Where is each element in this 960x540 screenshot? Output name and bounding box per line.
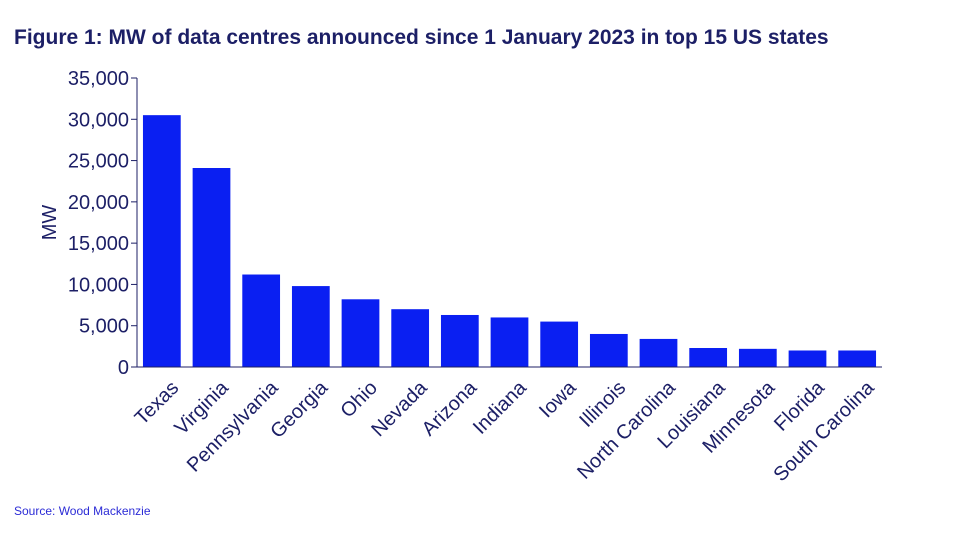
x-tick-label: Ohio xyxy=(337,377,382,422)
bar-louisiana xyxy=(689,348,728,367)
chart-title: Figure 1: MW of data centres announced s… xyxy=(14,26,829,49)
source-note: Source: Wood Mackenzie xyxy=(14,504,151,518)
bar-georgia xyxy=(291,286,330,367)
bars xyxy=(142,115,877,368)
x-tick-label: Arizona xyxy=(418,376,482,440)
bar-texas xyxy=(142,115,181,368)
bar-minnesota xyxy=(738,348,777,367)
bar-north-carolina xyxy=(639,338,678,367)
bar-nevada xyxy=(391,309,430,367)
y-tick-label: 10,000 xyxy=(68,274,129,296)
bar-iowa xyxy=(540,321,579,367)
axes xyxy=(136,78,882,368)
bar-arizona xyxy=(440,314,479,367)
y-axis-title: MW xyxy=(39,205,61,241)
y-tick-label: 15,000 xyxy=(68,233,129,255)
bar-florida xyxy=(788,350,827,367)
y-tick-label: 30,000 xyxy=(68,109,129,131)
y-tick-label: 20,000 xyxy=(68,192,129,214)
y-tick-label: 25,000 xyxy=(68,151,129,173)
bar-indiana xyxy=(490,317,529,367)
bar-illinois xyxy=(589,333,628,367)
x-tick-label: Nevada xyxy=(367,376,432,441)
x-tick-label: Iowa xyxy=(535,376,581,422)
bar-chart: 0 5,000 10,000 15,000 20,000 25,000 30,000 35,0… xyxy=(39,68,882,486)
bar-virginia xyxy=(192,168,231,367)
y-axis-ticks: 0 5,000 10,000 15,000 20,000 25,000 30,000 35,0… xyxy=(68,68,137,379)
y-tick-label: 35,000 xyxy=(68,68,129,90)
bar-south-carolina xyxy=(838,350,877,367)
x-tick-label: Indiana xyxy=(469,376,532,439)
y-tick-label: 0 xyxy=(118,357,129,379)
bar-ohio xyxy=(341,299,380,367)
y-tick-label: 5,000 xyxy=(79,316,129,338)
bar-pennsylvania xyxy=(242,274,281,367)
